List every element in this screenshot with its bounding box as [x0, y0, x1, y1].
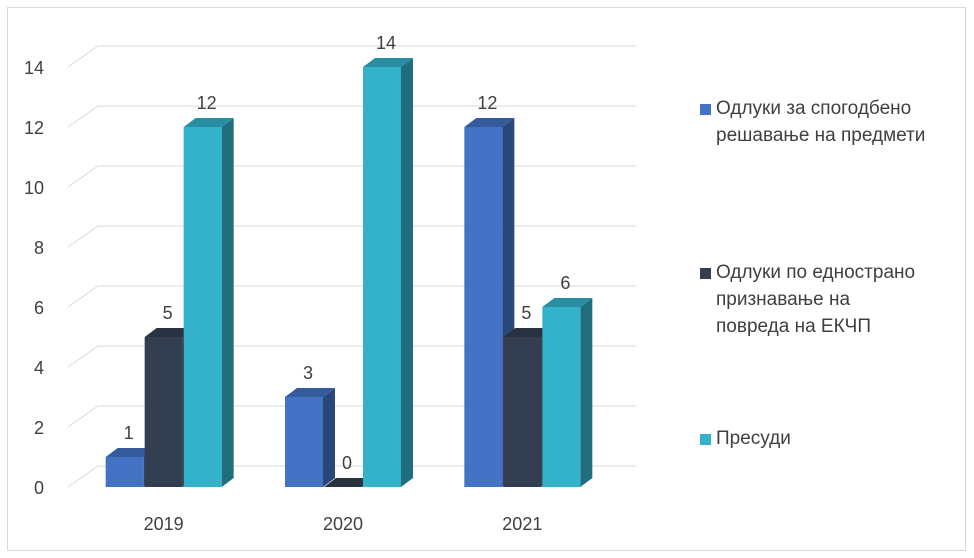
data-label: 0 — [342, 453, 352, 473]
bar-front — [183, 127, 222, 487]
bar-front — [144, 337, 183, 487]
y-tick-label: 6 — [34, 298, 44, 318]
data-label: 12 — [197, 93, 217, 113]
gridline-depth — [67, 45, 99, 68]
y-tick-label: 10 — [24, 178, 44, 198]
gridline-depth — [67, 105, 99, 128]
bar-top — [105, 448, 156, 457]
legend-swatch — [700, 434, 711, 445]
bar — [363, 58, 413, 487]
y-tick-label: 4 — [34, 358, 44, 378]
bar-top — [542, 298, 593, 307]
data-label: 6 — [560, 273, 570, 293]
x-axis-categories: 2019 2020 2021 — [144, 514, 543, 534]
bar — [183, 118, 234, 487]
data-label: 1 — [124, 423, 134, 443]
bar-top — [285, 388, 335, 397]
gridline-depth — [67, 225, 99, 248]
bar-top — [324, 478, 374, 487]
bar-top — [503, 328, 554, 337]
bar-top — [183, 118, 234, 127]
bar — [324, 478, 374, 487]
x-category-label: 2021 — [502, 514, 542, 534]
bar-front — [503, 337, 542, 487]
bar — [542, 298, 593, 487]
legend-swatch — [700, 104, 711, 115]
y-tick-label: 8 — [34, 238, 44, 258]
gridline-depth — [67, 465, 99, 488]
gridline-depth — [67, 345, 99, 368]
bars — [105, 58, 593, 487]
x-category-label: 2020 — [323, 514, 363, 534]
y-tick-label: 12 — [24, 118, 44, 138]
bar-top — [464, 118, 515, 127]
data-labels: 1 5 12 3 0 14 12 5 6 — [124, 33, 571, 473]
gridline-depth — [67, 405, 99, 428]
bar-side — [323, 388, 335, 487]
gridline-depth — [67, 165, 99, 188]
legend-swatch — [700, 268, 711, 279]
bar-top — [363, 58, 413, 67]
legend-label: Пресуди — [716, 428, 791, 449]
y-axis-ticks: 0 2 4 6 8 10 12 14 — [24, 58, 44, 498]
bar-side — [221, 118, 234, 487]
y-tick-label: 2 — [34, 418, 44, 438]
bar-front — [542, 307, 581, 487]
bar-side — [401, 58, 413, 487]
gridline-depth — [67, 285, 99, 308]
bar-front — [363, 67, 401, 487]
bar-front — [285, 397, 323, 487]
data-label: 12 — [477, 93, 497, 113]
legend-label: Одлуки за спогодбено решавање на предмет… — [716, 98, 926, 146]
y-tick-label: 0 — [34, 478, 44, 498]
bar-top — [144, 328, 195, 337]
data-label: 5 — [163, 303, 173, 323]
data-label: 14 — [376, 33, 396, 53]
y-tick-label: 14 — [24, 58, 44, 78]
x-category-label: 2019 — [144, 514, 184, 534]
data-label: 3 — [303, 363, 313, 383]
bar-side — [580, 298, 593, 487]
data-label: 5 — [521, 303, 531, 323]
bar-front — [464, 127, 503, 487]
bar-front — [105, 457, 144, 487]
legend-label: Одлуки по едностранo признавање на повре… — [716, 262, 916, 337]
bar — [285, 388, 335, 487]
